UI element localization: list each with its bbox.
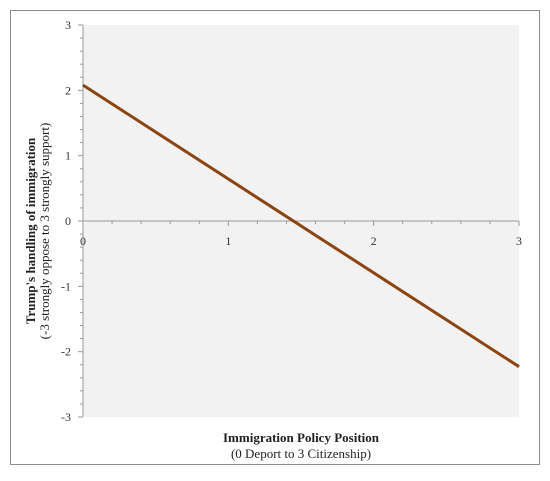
x-tick-label: 0	[80, 234, 86, 248]
x-axis-subtitle: (0 Deport to 3 Citizenship)	[231, 446, 371, 461]
x-tick-labels: 0 1 2 3	[80, 234, 522, 248]
series-line	[82, 83, 520, 368]
x-tick-label: 1	[225, 234, 231, 248]
x-tick-label: 3	[516, 234, 522, 248]
y-tick-label: 0	[65, 214, 71, 228]
y-tick-label: -3	[61, 410, 71, 424]
y-axis-subtitle: (-3 strongly oppose to 3 strongly suppor…	[37, 123, 52, 340]
y-axis-title: Trump's handling of immigration	[23, 137, 38, 324]
y-tick-label: -2	[61, 345, 71, 359]
series-group	[82, 83, 520, 368]
x-tick-label: 2	[371, 234, 377, 248]
y-tick-label: 1	[65, 149, 71, 163]
y-tick-labels: -3 -2 -1 0 1 2 3	[61, 18, 71, 424]
y-tick-label: 3	[65, 18, 71, 32]
x-axis-title: Immigration Policy Position	[223, 430, 380, 445]
y-tick-label: 2	[65, 83, 71, 97]
y-minor-ticks	[78, 24, 83, 418]
y-tick-label: -1	[61, 279, 71, 293]
